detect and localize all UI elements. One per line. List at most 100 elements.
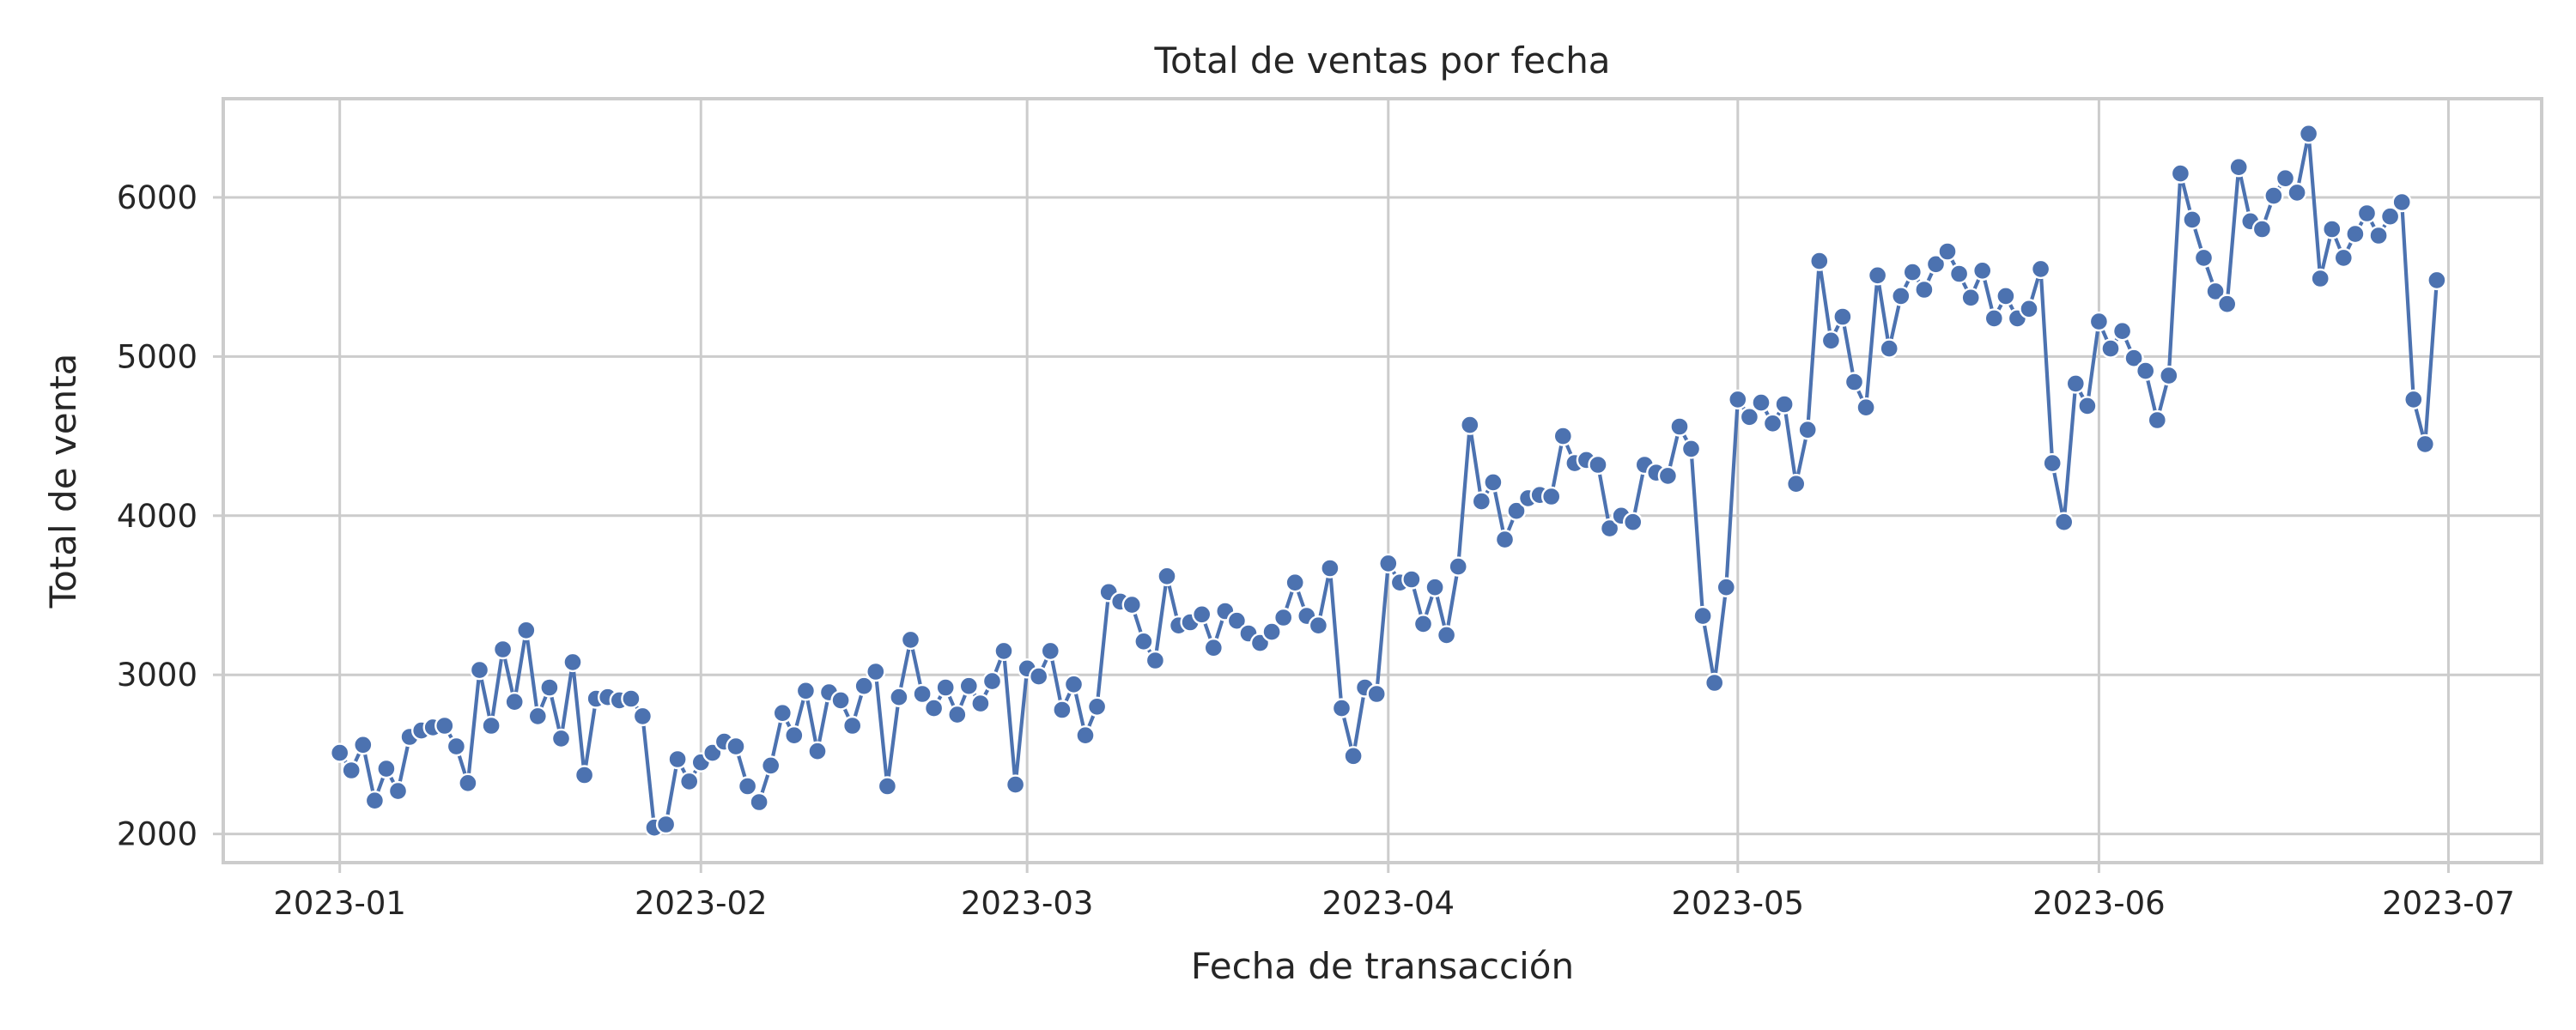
data-point	[1785, 474, 1807, 494]
data-point	[1506, 500, 1527, 521]
data-point	[947, 704, 968, 725]
data-point	[562, 651, 583, 673]
data-point	[2263, 185, 2284, 206]
data-point	[2123, 348, 2144, 368]
data-point	[632, 706, 653, 727]
data-point	[726, 736, 746, 757]
data-point	[1599, 518, 1620, 539]
data-point	[761, 755, 781, 776]
data-point	[1692, 605, 1713, 627]
data-point	[2391, 191, 2412, 213]
y-tick-label: 6000	[117, 179, 197, 216]
data-point	[1343, 746, 1364, 766]
data-point	[655, 814, 677, 835]
data-point	[1075, 725, 1096, 746]
data-point	[1996, 286, 2016, 306]
data-point	[1121, 594, 1143, 615]
plot-frame	[222, 97, 2543, 864]
data-point	[2415, 433, 2436, 455]
data-point	[784, 725, 805, 746]
x-tick-label: 2023-06	[2032, 885, 2166, 922]
data-point	[481, 715, 501, 736]
data-point	[667, 748, 688, 770]
data-point	[2216, 294, 2238, 314]
y-tick-label: 3000	[117, 657, 197, 694]
data-point	[1413, 614, 1434, 634]
data-point	[550, 728, 572, 749]
data-point	[1856, 397, 1876, 418]
data-point	[1366, 683, 1387, 705]
data-point	[1191, 604, 1212, 625]
data-point	[970, 693, 991, 714]
data-point	[469, 659, 490, 681]
data-point	[1331, 698, 1352, 718]
x-tick-label: 2023-03	[961, 885, 1094, 922]
data-point	[1226, 610, 1248, 631]
data-point	[574, 765, 595, 785]
data-point	[900, 629, 921, 651]
data-point	[2368, 225, 2389, 246]
data-point	[1028, 666, 1049, 687]
data-point	[1832, 306, 1853, 327]
data-point	[1902, 262, 1923, 282]
data-point	[1552, 426, 1574, 446]
data-point	[1203, 638, 1224, 658]
x-tick-label: 2023-05	[1672, 885, 1805, 922]
data-point	[935, 677, 956, 698]
y-tick-label: 4000	[117, 498, 197, 535]
data-point	[2310, 268, 2330, 289]
data-point	[1494, 529, 1516, 550]
data-point	[1948, 264, 1970, 284]
x-axis-label: Fecha de transacción	[1191, 945, 1574, 987]
data-point	[1867, 265, 1888, 286]
data-point	[539, 677, 560, 698]
data-point	[2345, 223, 2366, 245]
x-tick-label: 2023-04	[1321, 885, 1455, 922]
data-point	[1820, 330, 1842, 351]
data-point	[1797, 420, 1818, 440]
data-point	[749, 791, 769, 813]
data-point	[1588, 454, 1608, 476]
chart-title: Total de ventas por fecha	[1153, 39, 1610, 82]
data-point	[1261, 621, 1282, 642]
grid	[223, 99, 2542, 863]
data-point	[434, 715, 455, 736]
data-point	[1086, 696, 1108, 717]
data-point	[1005, 774, 1026, 795]
data-point	[2019, 299, 2039, 319]
data-point	[1704, 672, 1725, 694]
data-point	[1273, 607, 1294, 628]
data-point	[842, 715, 863, 736]
data-point	[341, 760, 361, 781]
data-point	[737, 776, 758, 797]
data-point	[1622, 512, 1643, 532]
data-point	[1762, 413, 1783, 433]
data-point	[1063, 674, 1084, 694]
y-axis-label: Total de venta	[42, 354, 84, 609]
x-tick-label: 2023-01	[273, 885, 406, 922]
data-point	[364, 791, 386, 811]
data-point	[1716, 577, 1737, 597]
data-point	[1378, 553, 1399, 574]
data-point	[1960, 288, 1981, 308]
data-point	[1471, 491, 1492, 512]
data-point	[353, 735, 374, 755]
data-point	[2088, 311, 2110, 332]
data-point	[2287, 182, 2307, 203]
x-tick-label: 2023-07	[2382, 885, 2515, 922]
data-point	[866, 661, 886, 682]
data-point	[2100, 338, 2121, 359]
data-point	[2159, 365, 2179, 386]
data-point	[527, 706, 548, 727]
data-point	[2275, 167, 2296, 189]
data-point	[1133, 631, 1154, 651]
data-point	[1879, 338, 1899, 359]
data-point	[2147, 409, 2168, 431]
data-point	[912, 683, 933, 705]
data-point	[923, 698, 945, 718]
data-point	[2379, 206, 2401, 227]
data-point	[2065, 373, 2087, 394]
data-point	[1751, 392, 1771, 413]
data-point	[1914, 279, 1935, 300]
